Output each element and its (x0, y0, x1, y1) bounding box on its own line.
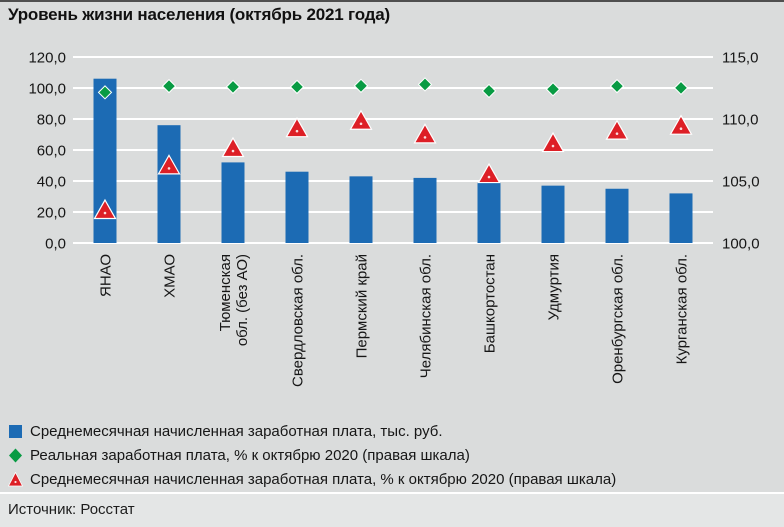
triangle-marker (93, 198, 117, 220)
triangle-marker-dot (615, 132, 619, 135)
triangle-marker (285, 116, 309, 138)
legend-item-wage-growth: Среднемесячная начисленная заработная пл… (8, 467, 778, 491)
diamond-icon (9, 448, 22, 462)
diamond-marker (609, 78, 625, 94)
bar (605, 188, 629, 243)
category-label: обл. (без АО) (234, 254, 251, 346)
top-border-line (0, 0, 784, 2)
left-axis-tick-label: 20,0 (37, 205, 66, 222)
triangle-marker-dot (103, 211, 107, 215)
triangle-marker-dot (359, 122, 363, 126)
diamond-marker (481, 83, 497, 99)
diamond-marker (161, 78, 177, 94)
triangle-marker (349, 109, 373, 130)
category-label: Челябинская обл. (418, 254, 435, 378)
bar (221, 162, 245, 243)
bar (669, 193, 693, 243)
right-axis-tick-label: 100,0 (722, 236, 760, 253)
bar (157, 125, 181, 243)
triangle-marker-dot (167, 167, 171, 170)
legend-label-wage: Среднемесячная начисленная заработная пл… (30, 422, 443, 440)
triangle-marker-dot (423, 136, 427, 139)
category-label: Оренбургская обл. (610, 254, 627, 384)
category-label: Курганская обл. (674, 254, 691, 364)
diamond-marker (673, 80, 689, 96)
triangle-icon (8, 471, 23, 486)
category-label: ЯНАО (98, 254, 115, 297)
triangle-marker (413, 123, 437, 144)
left-axis-tick-label: 100,0 (28, 81, 66, 98)
category-label: Пермский край (354, 254, 371, 358)
diamond-marker (289, 79, 305, 95)
legend-label-real-wage: Реальная заработная плата, % к октябрю 2… (30, 446, 470, 464)
triangle-marker-dot (487, 175, 491, 179)
triangle-marker-dot (295, 129, 299, 133)
separator-line (0, 492, 784, 494)
diamond-marker (225, 79, 241, 95)
bar (413, 177, 437, 243)
category-label: Тюменская (217, 254, 234, 331)
source-strip: Источник: Росстат (0, 494, 784, 527)
bar (285, 171, 309, 243)
bar (477, 182, 501, 243)
right-axis-tick-label: 115,0 (722, 50, 758, 67)
triangle-marker-dot (231, 149, 235, 153)
bar-square-icon (9, 424, 22, 438)
triangle-marker (221, 136, 245, 158)
left-axis-tick-label: 120,0 (28, 50, 66, 67)
diamond-marker (417, 77, 433, 92)
triangle-marker (541, 131, 565, 153)
right-axis-tick-label: 105,0 (722, 174, 760, 191)
category-label: Башкортостан (482, 254, 499, 353)
triangle-marker (477, 162, 501, 184)
triangle-marker (157, 154, 181, 175)
diamond-marker (97, 85, 113, 100)
legend-item-real-wage: Реальная заработная плата, % к октябрю 2… (8, 443, 778, 467)
chart-title: Уровень жизни населения (октябрь 2021 го… (8, 5, 390, 24)
category-label: Удмуртия (546, 254, 563, 320)
bar (93, 78, 117, 243)
bar (541, 185, 565, 243)
left-axis-tick-label: 0,0 (45, 236, 66, 253)
legend-label-wage-growth: Среднемесячная начисленная заработная пл… (30, 470, 617, 488)
triangle-marker (605, 119, 629, 140)
right-axis-tick-label: 110,0 (722, 112, 758, 129)
category-label: Свердловская обл. (290, 254, 307, 387)
legend-item-wage: Среднемесячная начисленная заработная пл… (8, 419, 778, 443)
triangle-marker-dot (551, 144, 555, 148)
chart-legend: Среднемесячная начисленная заработная пл… (8, 419, 778, 491)
diamond-marker (545, 82, 561, 97)
source-note: Источник: Росстат (8, 501, 135, 518)
diamond-marker (353, 78, 369, 94)
left-axis-tick-label: 60,0 (37, 143, 66, 160)
category-label: ХМАО (162, 254, 179, 298)
chart-plot-area: 0,0 20,0 40,0 60,0 80,0 100,0 120,0 100,0 105,0 1… (28, 50, 760, 388)
triangle-marker (669, 114, 693, 135)
triangle-marker-dot (679, 127, 683, 130)
left-axis-tick-label: 40,0 (37, 174, 66, 191)
bar (349, 176, 373, 243)
left-axis-tick-label: 80,0 (37, 112, 66, 129)
